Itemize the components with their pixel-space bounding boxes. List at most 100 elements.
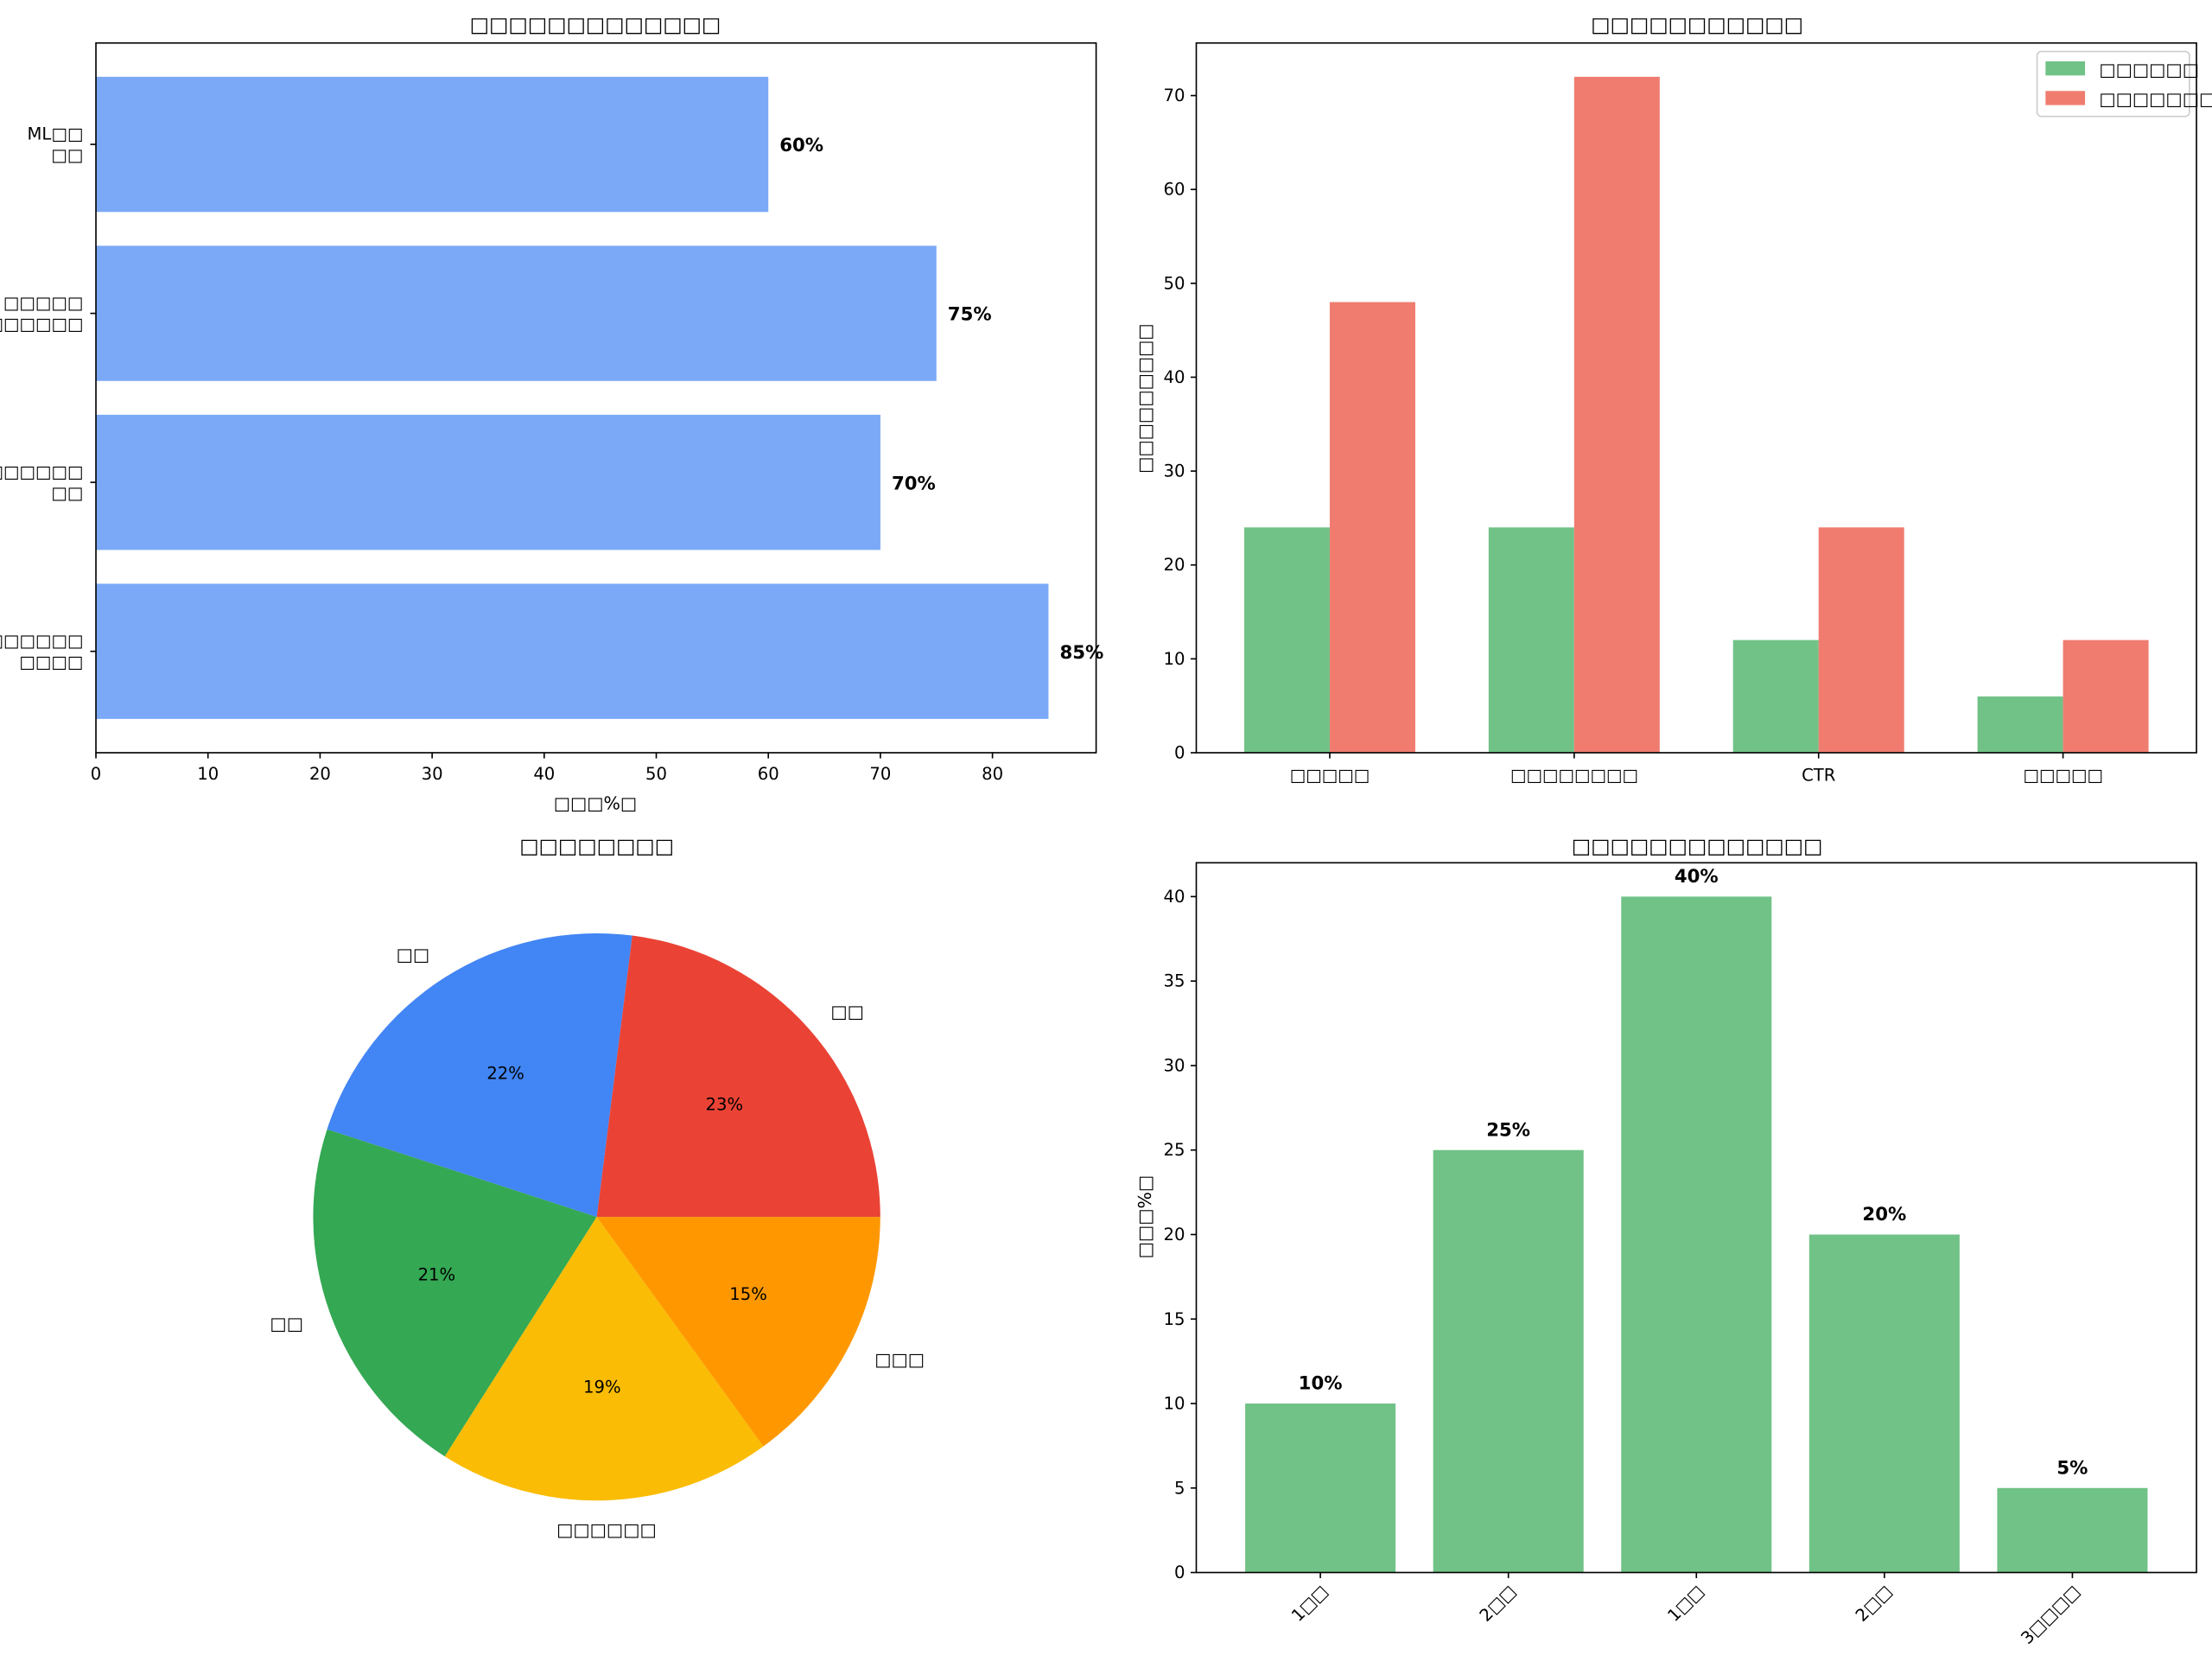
bar-series-0 xyxy=(1488,527,1574,753)
y-tick-label: 50 xyxy=(1164,273,1185,293)
bar-value-label: 5% xyxy=(2056,1457,2088,1479)
y-tick-label: □□□□□ xyxy=(3,293,83,313)
pie-chart: □□□□□□□□ 23% □□ 22% □□ 21% □□ 19% □□□□□□ 15% □□□ xyxy=(270,834,925,1540)
y-tick-label: □□□□ xyxy=(19,652,83,672)
bar-series-1 xyxy=(1329,302,1415,753)
pie-pct-label: 15% xyxy=(729,1284,767,1304)
y-tick-label: 35 xyxy=(1164,971,1185,991)
bar xyxy=(96,583,1049,719)
y-tick-label: 40 xyxy=(1164,367,1185,387)
legend-label-0: □□□□□□ xyxy=(2099,59,2199,80)
x-tick-label: 2□□ xyxy=(1852,1582,1896,1626)
bar xyxy=(1245,1404,1396,1573)
x-tick-label: 20 xyxy=(309,764,331,784)
chart2-title: □□□□□□□□□□□ xyxy=(1591,13,1803,37)
pie-slice xyxy=(596,935,880,1218)
x-tick-label: 50 xyxy=(645,764,667,784)
y-tick-label: 15 xyxy=(1164,1309,1185,1329)
chart3-title: □□□□□□□□ xyxy=(519,834,674,858)
y-tick-label: ML□□ xyxy=(28,124,84,143)
legend-swatch-1 xyxy=(2045,91,2086,105)
bar-value-label: 75% xyxy=(948,304,992,326)
bar xyxy=(96,76,769,213)
y-tick-label: 30 xyxy=(1164,1055,1185,1075)
chart2-axes-frame xyxy=(1195,41,2197,754)
bar xyxy=(96,245,937,381)
x-tick-label: 3□□□□ xyxy=(2017,1582,2083,1648)
bar-value-label: 70% xyxy=(892,473,936,494)
y-tick-label: 25 xyxy=(1164,1140,1185,1160)
x-tick-label: □□□□□ xyxy=(2023,766,2103,786)
x-tick-label: 70 xyxy=(869,764,891,784)
bar xyxy=(1433,1149,1584,1573)
y-tick-label: 10 xyxy=(1164,1394,1185,1414)
bar-series-1 xyxy=(1573,76,1660,753)
chart4-title: □□□□□□□□□□□□□ xyxy=(1572,834,1823,858)
y-tick-label: 60 xyxy=(1164,180,1185,200)
bar-value-label: 25% xyxy=(1486,1119,1530,1141)
grouped-bar-chart: □□□□□□□□□□□ □□□□□ □□□□□□□□ CTR □□□□□0102030… xyxy=(1135,13,2212,786)
y-tick-label: 70 xyxy=(1164,86,1185,105)
chart2-legend: □□□□□□ □□□□□□□ xyxy=(2036,50,2212,118)
pie-pct-label: 23% xyxy=(706,1094,744,1114)
x-tick-label: 10 xyxy=(197,764,219,784)
chart2-ylabel: □□□□□□□□□ xyxy=(1135,323,1155,473)
bar-series-0 xyxy=(1732,640,1819,753)
y-tick-label: 5 xyxy=(1174,1478,1185,1498)
legend-label-1: □□□□□□□ xyxy=(2099,89,2212,110)
pie-label: □□ xyxy=(830,1002,864,1022)
bar xyxy=(1997,1487,2148,1573)
x-tick-label: □□□□□□□□ xyxy=(1510,766,1638,786)
x-tick-label: 1□□ xyxy=(1287,1582,1332,1626)
pie-label: □□ xyxy=(397,944,430,964)
x-tick-label: CTR xyxy=(1802,766,1836,786)
x-tick-label: □□□□□ xyxy=(1290,766,1370,786)
y-tick-label: 20 xyxy=(1164,1225,1185,1244)
y-tick-label: 40 xyxy=(1164,887,1185,907)
y-tick-label: 20 xyxy=(1164,555,1185,575)
pie-pct-label: 22% xyxy=(486,1063,524,1083)
bar-value-label: 10% xyxy=(1299,1373,1343,1395)
chart4-ylabel: □□□%□ xyxy=(1135,1175,1155,1258)
y-tick-label: □□□□□□ xyxy=(0,461,83,481)
x-tick-label: 1□□ xyxy=(1663,1582,1707,1626)
bar-value-label: 20% xyxy=(1862,1204,1906,1225)
x-tick-label: 60 xyxy=(758,764,779,784)
bar-series-0 xyxy=(1977,696,2063,753)
x-tick-label: 2□□ xyxy=(1476,1582,1520,1626)
y-tick-label: 0 xyxy=(1174,742,1185,762)
bar xyxy=(96,414,880,551)
pie-slice xyxy=(327,933,632,1218)
y-tick-label: □□ xyxy=(51,145,83,165)
y-tick-label: □□□□□□ xyxy=(0,314,83,334)
legend-swatch-0 xyxy=(2045,60,2086,76)
bar-series-1 xyxy=(1818,527,1904,753)
bar-value-label: 40% xyxy=(1675,866,1719,888)
distribution-bar-chart: □□□□□□□□□□□□□ 10% 1□□ 25% 2□□ 40% 1□□ 20% 2□□ 5%… xyxy=(1135,834,2197,1648)
x-tick-label: 0 xyxy=(91,764,101,784)
bar-series-1 xyxy=(2063,640,2149,753)
chart4-axes-frame xyxy=(1195,862,2197,1574)
pie-label: □□□□□□ xyxy=(556,1519,657,1540)
pie-label: □□□ xyxy=(874,1349,925,1370)
chart1-xlabel: □□□%□ xyxy=(554,792,637,813)
y-tick-label: □□ xyxy=(51,483,83,503)
bar xyxy=(1621,896,1772,1573)
x-tick-label: 30 xyxy=(422,764,443,784)
y-tick-label: 30 xyxy=(1164,461,1185,481)
bar-value-label: 85% xyxy=(1060,642,1104,664)
bar-series-0 xyxy=(1243,527,1330,753)
pie-pct-label: 19% xyxy=(583,1377,621,1397)
x-tick-label: 40 xyxy=(533,764,555,784)
chart1-title: □□□□□□□□□□□□□ xyxy=(470,13,721,37)
pie-label: □□ xyxy=(270,1314,303,1334)
bar-value-label: 60% xyxy=(779,135,823,156)
x-tick-label: 80 xyxy=(982,764,1003,784)
skill-bar-chart: □□□□□□□□□□□□□ 85%□□□□□□□□□□70%□□□□□□□□75… xyxy=(0,13,1103,814)
pie-slice xyxy=(444,1217,764,1501)
bar xyxy=(1808,1234,1960,1573)
pie-pct-label: 21% xyxy=(418,1264,456,1284)
y-tick-label: 10 xyxy=(1164,649,1185,669)
y-tick-label: 0 xyxy=(1174,1563,1185,1582)
